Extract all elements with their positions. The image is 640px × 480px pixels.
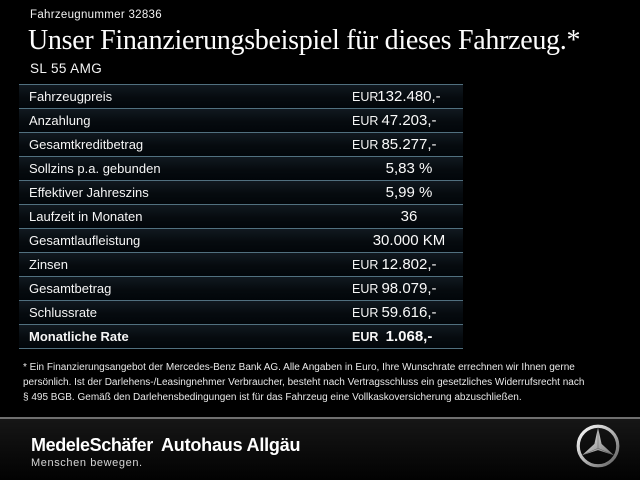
row-label: Fahrzeugpreis <box>29 89 113 104</box>
row-currency: EUR <box>352 257 379 272</box>
table-row: Monatliche Rate EUR 1.068,- <box>19 325 463 349</box>
table-row: Effektiver Jahreszins 5,99 % <box>19 181 463 205</box>
row-label: Sollzins p.a. gebunden <box>29 161 161 176</box>
row-value: 5,83 % <box>385 160 433 177</box>
row-value: 5,99 % <box>385 184 433 201</box>
footnote: * Ein Finanzierungsangebot der Mercedes-… <box>23 360 633 405</box>
row-label: Schlussrate <box>29 305 97 320</box>
model-name: SL 55 AMG <box>30 61 103 76</box>
row-label: Monatliche Rate <box>29 329 129 344</box>
row-currency: EUR <box>352 89 379 104</box>
row-label: Anzahlung <box>29 113 91 128</box>
page-title: Unser Finanzierungsbeispiel für dieses F… <box>28 25 581 56</box>
vehicle-number: Fahrzeugnummer 32836 <box>30 9 162 21</box>
row-currency: EUR <box>352 305 379 320</box>
row-value: 132.480,- <box>377 88 441 105</box>
row-label: Effektiver Jahreszins <box>29 185 149 200</box>
footnote-line: persönlich. Ist der Darlehens-/Leasingne… <box>23 377 585 388</box>
footer-divider <box>0 417 640 419</box>
row-label: Gesamtlaufleistung <box>29 233 141 248</box>
financing-table: Fahrzeugpreis EUR 132.480,- Anzahlung EUR 47.… <box>19 84 463 349</box>
table-row: Fahrzeugpreis EUR 132.480,- <box>19 85 463 109</box>
footer-bar: MedeleSchäfer Menschen bewegen. Autohaus… <box>0 419 640 480</box>
row-value: 1.068,- <box>385 328 433 345</box>
dealer-secondary-logo: Autohaus Allgäu <box>161 435 301 455</box>
table-row: Gesamtlaufleistung 30.000 KM <box>19 229 463 253</box>
row-value: 12.802,- <box>381 256 437 273</box>
table-row: Anzahlung EUR 47.203,- <box>19 109 463 133</box>
row-value: 98.079,- <box>381 280 437 297</box>
row-value: 30.000 KM <box>372 232 446 249</box>
mercedes-star-icon <box>576 424 620 468</box>
row-currency: EUR <box>352 329 379 344</box>
row-value: 47.203,- <box>381 112 437 129</box>
table-row: Gesamtbetrag EUR 98.079,- <box>19 277 463 301</box>
row-label: Gesamtkreditbetrag <box>29 137 144 152</box>
table-row: Schlussrate EUR 59.616,- <box>19 301 463 325</box>
row-label: Zinsen <box>29 257 69 272</box>
row-currency: EUR <box>352 137 379 152</box>
table-row: Laufzeit in Monaten 36 <box>19 205 463 229</box>
row-label: Laufzeit in Monaten <box>29 209 143 224</box>
table-row: Zinsen EUR 12.802,- <box>19 253 463 277</box>
footnote-line: * Ein Finanzierungsangebot der Mercedes-… <box>23 362 575 373</box>
table-row: Sollzins p.a. gebunden 5,83 % <box>19 157 463 181</box>
row-currency: EUR <box>352 113 379 128</box>
dealer-logo: MedeleSchäfer <box>31 435 153 455</box>
row-label: Gesamtbetrag <box>29 281 112 296</box>
row-currency: EUR <box>352 281 379 296</box>
row-value: 59.616,- <box>381 304 437 321</box>
dealer-tagline: Menschen bewegen. <box>31 457 143 469</box>
table-row: Gesamtkreditbetrag EUR 85.277,- <box>19 133 463 157</box>
row-value: 36 <box>400 208 418 225</box>
row-value: 85.277,- <box>381 136 437 153</box>
footnote-line: § 495 BGB. Gemäß den Darlehensbedingunge… <box>23 392 522 403</box>
